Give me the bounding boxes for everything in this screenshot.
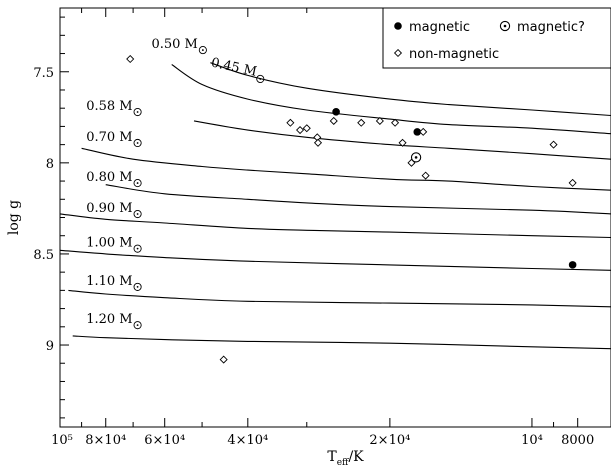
y-tick-label: 8 xyxy=(46,157,54,172)
sun-symbol-icon xyxy=(133,107,142,117)
x-axis-title: Teff/K xyxy=(327,449,364,465)
data-points xyxy=(126,54,577,364)
track-label-group: 0.70 M xyxy=(86,130,142,148)
track-label: 1.20 M xyxy=(86,312,132,327)
sun-symbol-icon xyxy=(133,209,142,219)
legend-label: non-magnetic xyxy=(409,47,499,62)
track-label: 0.45 M xyxy=(210,56,258,80)
point-non-magnetic xyxy=(568,178,577,187)
track-label: 0.70 M xyxy=(86,130,132,145)
cooling-track-0-70 xyxy=(81,147,611,191)
sun-symbol-icon xyxy=(133,321,142,330)
x-tick-label: 8000 xyxy=(561,433,594,448)
cooling-track-1-20 xyxy=(72,335,611,350)
track-label-group: 1.20 M xyxy=(86,312,142,330)
point-non-magnetic xyxy=(375,116,384,125)
sun-symbol-dot xyxy=(136,286,139,288)
y-tick-label: 9 xyxy=(46,339,54,354)
y-tick-label: 7.5 xyxy=(33,66,54,81)
track-label-group: 0.50 M xyxy=(151,37,207,55)
cooling-track-0-50 xyxy=(171,64,611,135)
x-tick-label: 4×10⁴ xyxy=(227,433,268,448)
sun-symbol-icon xyxy=(256,74,265,83)
point-non-magnetic xyxy=(391,118,400,127)
track-label-group: 1.10 M xyxy=(86,274,142,291)
sun-symbol-dot xyxy=(259,78,262,80)
point-non-magnetic xyxy=(302,124,311,133)
track-label: 0.58 M xyxy=(86,99,132,114)
track-label-group: 1.00 M xyxy=(86,236,142,253)
track-label: 0.50 M xyxy=(151,37,197,52)
point-non-magnetic xyxy=(126,54,135,64)
sun-symbol-icon xyxy=(133,138,142,148)
point-non-magnetic xyxy=(329,116,338,125)
sun-symbol-icon xyxy=(133,179,142,188)
sun-symbol-dot xyxy=(136,182,139,184)
sun-symbol-dot xyxy=(136,247,139,250)
cooling-track-0-45 xyxy=(210,62,611,117)
point-non-magnetic xyxy=(313,138,323,147)
track-label: 1.10 M xyxy=(86,274,132,289)
sun-symbol-dot xyxy=(201,49,204,51)
cooling-track-0-80 xyxy=(105,184,611,215)
sun-symbol-icon xyxy=(133,282,142,291)
y-axis-title: log g xyxy=(6,200,22,235)
x-tick-label: 10⁴ xyxy=(521,433,543,448)
point-non-magnetic xyxy=(286,118,295,127)
legend-marker-non-magnetic xyxy=(393,48,403,58)
point-non-magnetic xyxy=(357,118,366,127)
x-tick-label: 2×10⁴ xyxy=(369,433,410,448)
track-label-group: 0.58 M xyxy=(86,99,142,117)
point-non-magnetic xyxy=(549,140,558,149)
plot-frame xyxy=(59,7,611,428)
cooling-track-0-90 xyxy=(59,213,611,239)
track-label-group: 0.45 M xyxy=(210,56,265,83)
legend: magnetic magnetic? non-magnetic xyxy=(382,7,611,69)
y-tick-label: 8.5 xyxy=(33,248,54,263)
track-label: 0.90 M xyxy=(86,201,132,216)
cooling-tracks: 0.45 M 0.50 M 0.58 M 0.70 M 0.80 M 0.90 M 1.00… xyxy=(59,37,611,350)
point-non-magnetic xyxy=(419,127,428,136)
point-magnetic xyxy=(332,108,340,116)
point-non-magnetic xyxy=(219,355,228,364)
track-label-group: 0.80 M xyxy=(86,170,142,188)
point-non-magnetic xyxy=(296,126,305,135)
legend-marker-magnetic xyxy=(394,22,402,30)
sun-symbol-dot xyxy=(136,324,139,327)
cooling-track-1-00 xyxy=(59,249,611,271)
legend-marker-magnetic-center xyxy=(503,24,507,28)
track-label: 1.00 M xyxy=(86,236,132,251)
legend-label: magnetic xyxy=(409,20,470,35)
point-magnetic xyxy=(413,128,422,136)
x-tick-label: 6×10⁴ xyxy=(144,433,185,448)
point-non-magnetic xyxy=(398,138,407,147)
x-tick-label: 8×10⁴ xyxy=(85,433,126,448)
cooling-track-1-10 xyxy=(68,289,611,308)
sun-symbol-icon xyxy=(133,244,142,253)
track-label-group: 0.90 M xyxy=(86,201,142,219)
point-magnetic xyxy=(568,261,577,269)
point-magnetic-center xyxy=(414,156,418,159)
x-tick-label: 10⁵ xyxy=(51,433,73,448)
track-label: 0.80 M xyxy=(86,170,132,185)
sun-symbol-dot xyxy=(136,111,139,113)
cooling-track-0-58 xyxy=(193,120,611,160)
sun-symbol-icon xyxy=(198,46,207,55)
sun-symbol-dot xyxy=(136,213,139,215)
legend-label: magnetic? xyxy=(517,20,585,35)
plot-axes: 10⁵ 8×10⁴ 6×10⁴ 4×10⁴ 2×10⁴ 10⁴ 8000 7.5 8 8.5 9 Te… xyxy=(6,7,611,465)
point-non-magnetic xyxy=(421,171,430,180)
sun-symbol-dot xyxy=(136,142,139,144)
legend-box xyxy=(382,7,611,69)
point-non-magnetic xyxy=(407,158,416,167)
